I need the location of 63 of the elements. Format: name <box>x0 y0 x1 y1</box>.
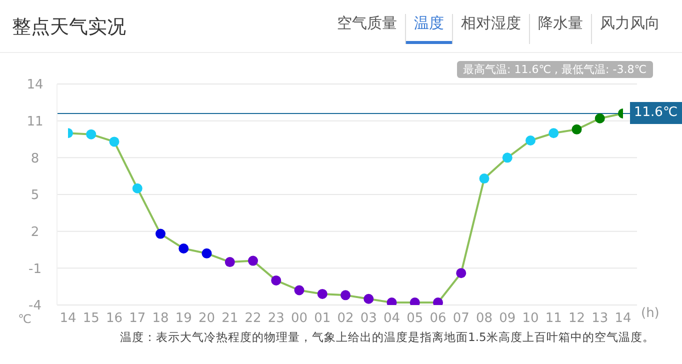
y-axis-title: ℃ <box>18 312 32 326</box>
x-tick-label: 09 <box>499 311 516 326</box>
text: 温度 <box>405 14 452 44</box>
text: 风力风向 <box>591 14 668 44</box>
point <box>224 257 235 268</box>
x-tick-label: 11 <box>545 311 562 326</box>
point <box>502 152 512 163</box>
point <box>317 288 328 299</box>
x-tick-label: 02 <box>337 311 354 326</box>
text: 相对湿度 <box>452 14 529 44</box>
point <box>132 183 142 194</box>
ref-line-label: 11.6℃ <box>630 102 682 124</box>
text: 最高气温: 11.6℃ , 最低气温: -3.8℃ <box>457 61 653 78</box>
x-tick-label: 19 <box>175 311 192 326</box>
point <box>340 290 350 300</box>
x-tick-label: 16 <box>106 311 123 326</box>
x-axis-title: (h) <box>641 306 660 321</box>
text: 温度：表示大气冷热程度的物理量，气象上给出的温度是指离地面1.5米高度上百叶箱中的空气温度。 <box>120 330 654 345</box>
x-tick-label: 20 <box>198 311 216 326</box>
chart-title: 整点天气实况 <box>12 15 126 40</box>
x-tick-label: 13 <box>592 311 608 326</box>
x-tick-label: 04 <box>383 311 400 326</box>
point <box>294 285 304 296</box>
x-tick-label: 05 <box>406 311 424 326</box>
x-tick-label: 23 <box>268 311 284 326</box>
point <box>594 113 605 124</box>
x-tick-label: 08 <box>476 311 493 326</box>
point <box>456 268 466 278</box>
text: 降水量 <box>529 14 591 44</box>
point <box>479 174 490 184</box>
x-tick-label: 18 <box>152 311 169 326</box>
x-tick-label: 10 <box>522 311 539 326</box>
x-tick-label: 12 <box>568 311 586 326</box>
point <box>109 136 120 147</box>
x-tick-label: 01 <box>314 311 331 326</box>
text: 空气质量 <box>336 14 398 34</box>
y-tick-label: 11 <box>26 114 44 130</box>
point <box>178 244 189 254</box>
x-tick-label: 22 <box>244 311 262 326</box>
y-tick-label: -1 <box>28 262 42 277</box>
x-tick-label: 14 <box>60 311 76 326</box>
x-tick-label: 21 <box>222 311 238 326</box>
point <box>364 294 374 304</box>
y-tick-label: 2 <box>30 224 40 240</box>
y-tick-label: 8 <box>30 151 40 166</box>
point <box>548 128 559 138</box>
y-tick-label: 14 <box>26 78 44 93</box>
x-tick-label: 06 <box>430 311 446 326</box>
point <box>572 124 582 134</box>
point <box>271 275 282 286</box>
x-tick-label: 03 <box>360 311 377 326</box>
point <box>248 256 258 266</box>
x-tick-label: 00 <box>290 311 308 326</box>
point <box>526 135 536 146</box>
point <box>202 248 212 258</box>
x-tick-label: 07 <box>452 311 470 326</box>
y-tick-label: 5 <box>30 188 40 204</box>
x-tick-label: 17 <box>129 311 146 326</box>
x-tick-label: 15 <box>82 311 100 326</box>
x-tick-label: 14 <box>614 311 632 326</box>
point <box>86 129 96 140</box>
point <box>156 228 166 239</box>
y-tick-label: -4 <box>28 298 42 314</box>
